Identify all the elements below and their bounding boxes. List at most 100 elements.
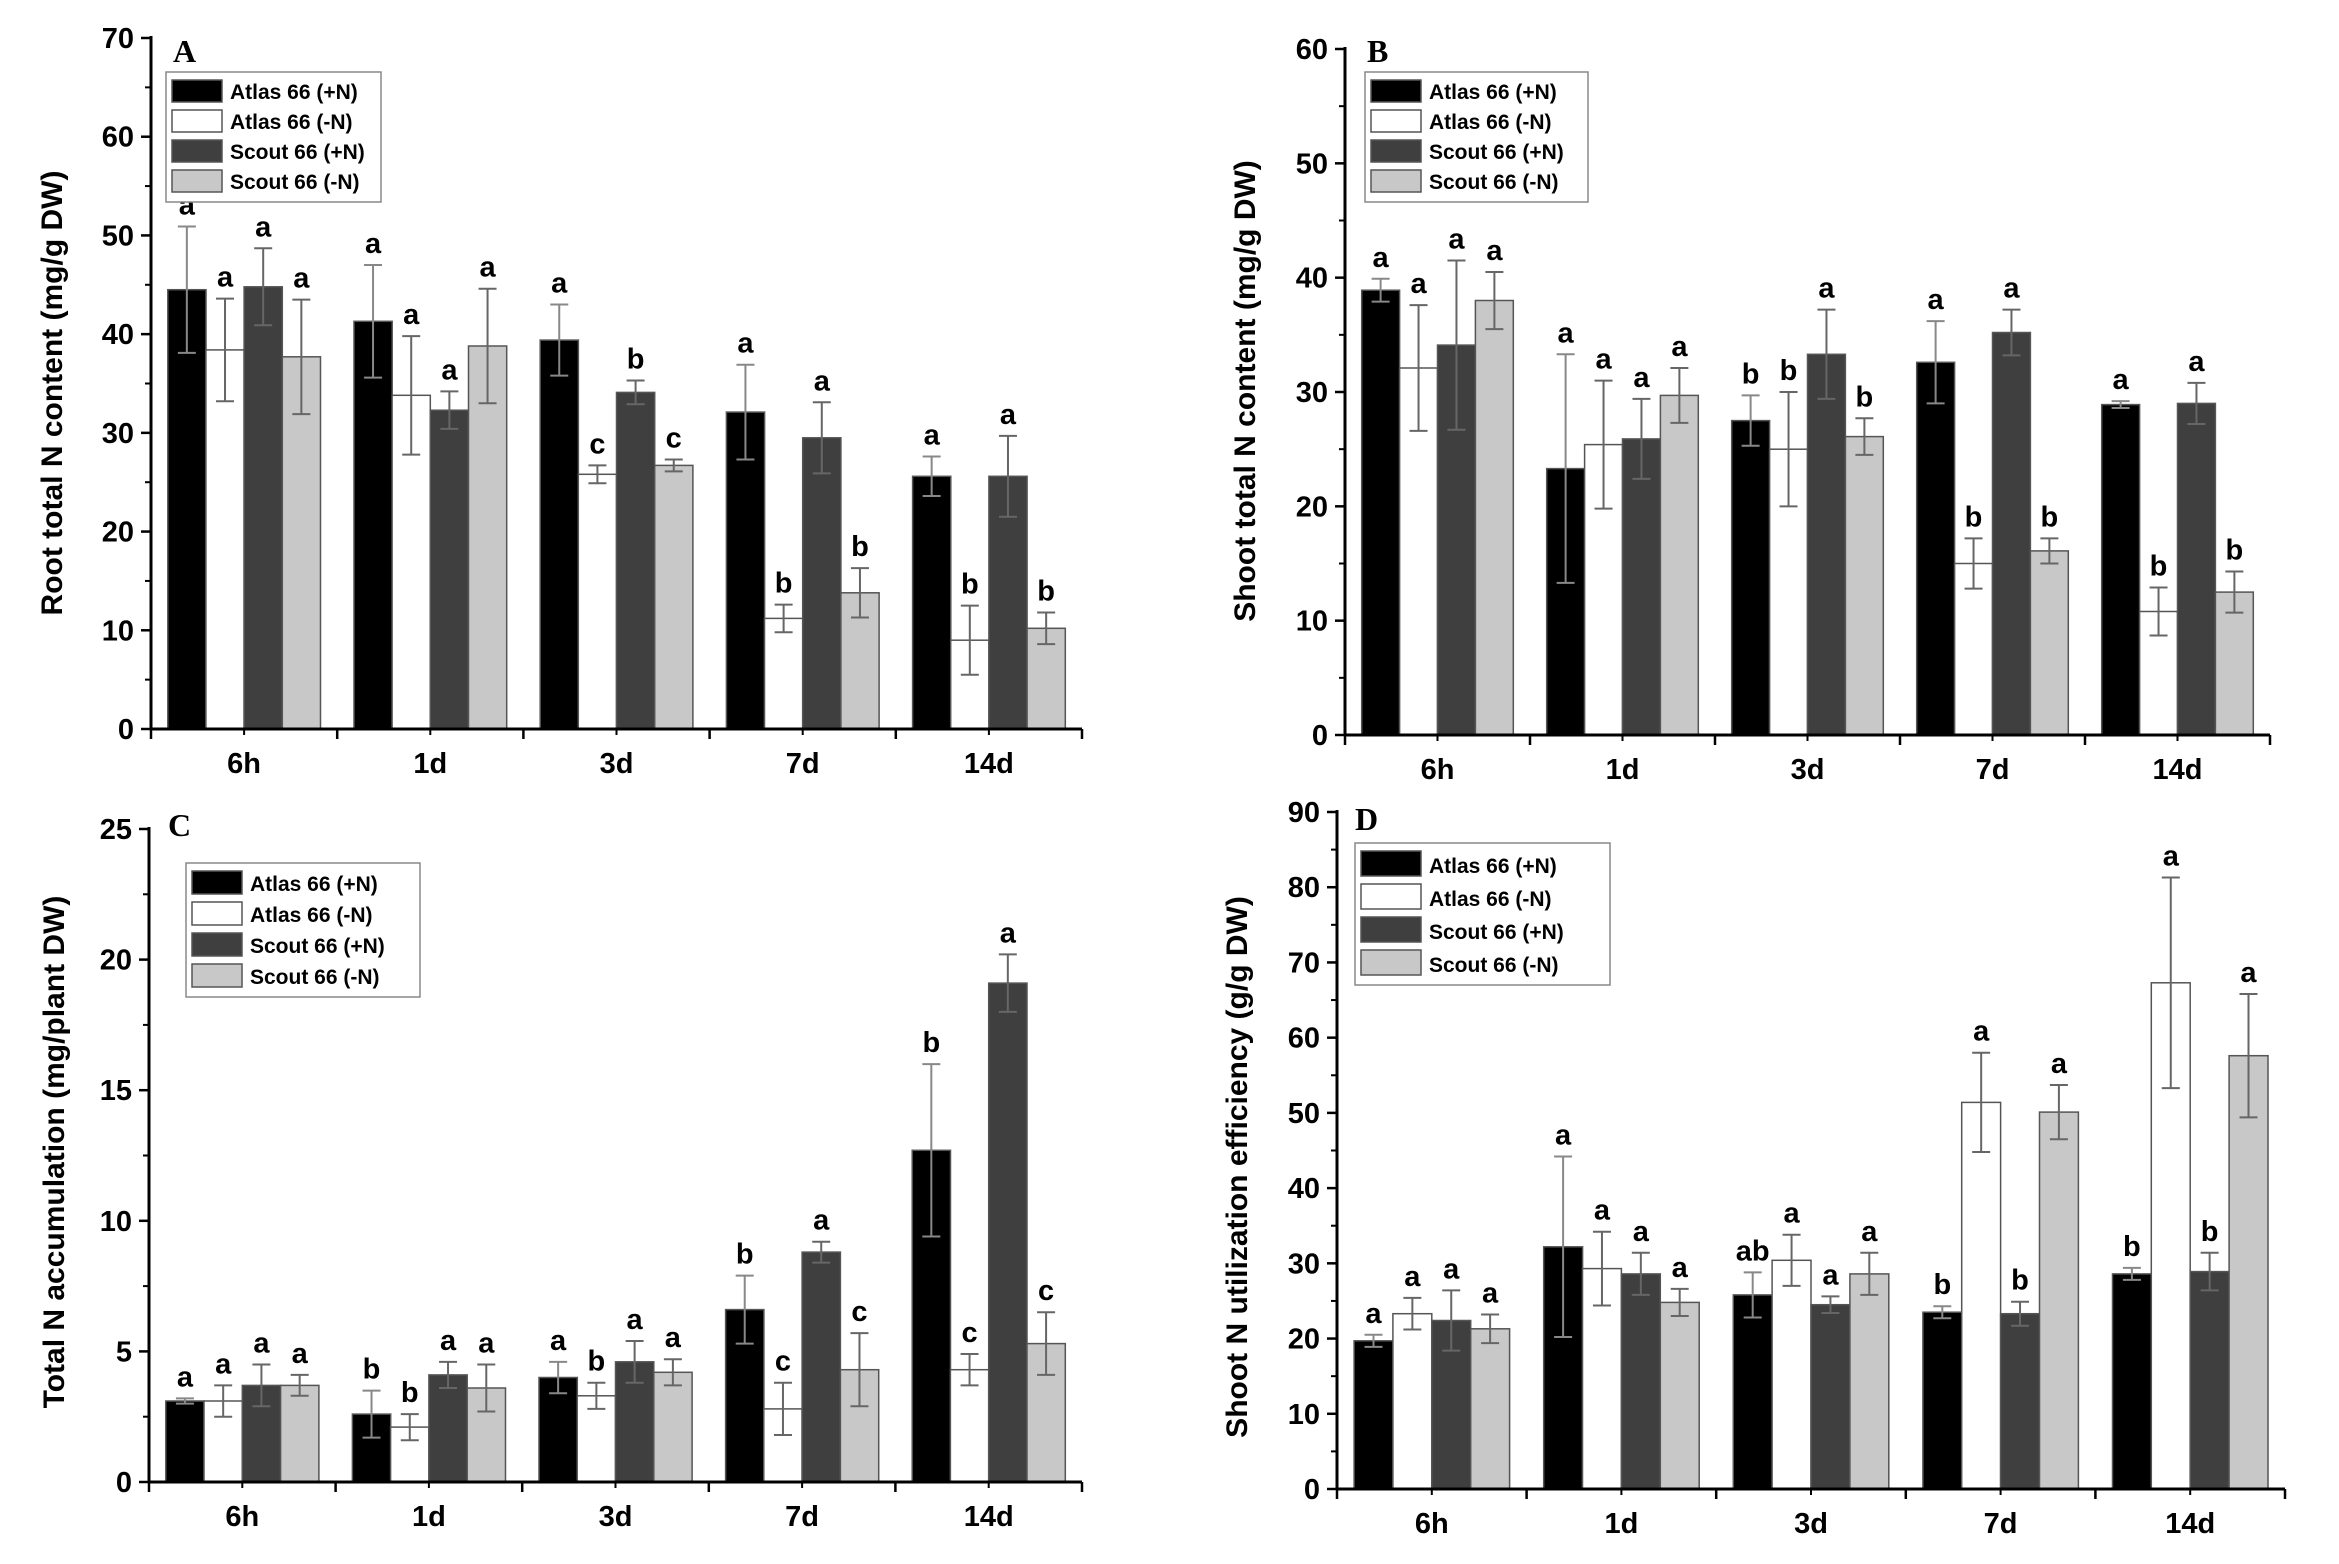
panel-d-chart: D Shoot N utilization efficiency (g/g DW… <box>1221 797 2287 1540</box>
y-tick-label: 40 <box>1288 1173 1320 1205</box>
significance-letter: a <box>255 211 272 243</box>
y-tick-label: 90 <box>1288 797 1320 829</box>
legend-swatch <box>171 139 223 163</box>
significance-letter: b <box>1933 1269 1951 1301</box>
bar-scout-66-n-7d <box>2038 1111 2080 1490</box>
y-tick-label: 50 <box>102 220 134 252</box>
x-tick-label: 14d <box>2165 1508 2215 1540</box>
significance-letter: a <box>1558 317 1575 349</box>
bar-scout-66-n-3d <box>1806 353 1847 736</box>
x-tick-label: 1d <box>1604 1508 1638 1540</box>
legend-label: Atlas 66 (-N) <box>1429 111 1552 134</box>
significance-letter: b <box>401 1377 419 1409</box>
bar-atlas-66-n-3d <box>538 1376 579 1483</box>
significance-letter: a <box>1594 1195 1611 1227</box>
significance-letter: a <box>814 365 831 397</box>
legend-swatch <box>171 109 223 133</box>
bar-scout-66-n-6h <box>281 356 322 730</box>
y-tick-label: 15 <box>100 1075 132 1107</box>
significance-letter: b <box>363 1354 381 1386</box>
bar-scout-66-n-1d <box>1659 394 1700 736</box>
bar-atlas-66-n-14d <box>2111 1273 2153 1490</box>
bar-scout-66-n-1d <box>1621 438 1662 736</box>
significance-letter: a <box>2163 840 2180 872</box>
bar-atlas-66-n-7d <box>1915 361 1956 736</box>
significance-letter: b <box>1780 355 1798 387</box>
y-tick-label: 0 <box>1304 1474 1320 1506</box>
legend-label: Atlas 66 (-N) <box>250 904 373 927</box>
y-tick-label: 10 <box>100 1206 132 1238</box>
significance-letter: a <box>177 1361 194 1393</box>
y-tick-label: 5 <box>116 1336 132 1368</box>
y-tick-label: 25 <box>100 814 132 846</box>
legend-swatch <box>191 870 243 895</box>
bar-atlas-66-n-6h <box>1353 1340 1394 1490</box>
x-tick-label: 14d <box>964 748 1014 780</box>
significance-letter: a <box>550 1325 567 1357</box>
bar-scout-66-n-6h <box>279 1384 320 1483</box>
y-tick-label: 40 <box>102 319 134 351</box>
significance-letter: b <box>851 531 869 563</box>
significance-letter: a <box>441 354 458 386</box>
bar-atlas-66-n-3d <box>1732 1294 1773 1490</box>
y-tick-label: 10 <box>102 615 134 647</box>
significance-letter: a <box>1443 1253 1460 1285</box>
panel-letter: D <box>1355 801 1378 837</box>
y-tick-label: 30 <box>1288 1248 1320 1280</box>
bar-scout-66-n-7d <box>801 1251 842 1483</box>
significance-letter: a <box>2003 273 2020 305</box>
legend-label: Scout 66 (+N) <box>250 935 385 958</box>
bar-atlas-66-n-3d <box>577 473 618 730</box>
panel-a-chart: A Root total N content (mg/g DW) aaaaaaa… <box>36 23 1084 780</box>
y-tick-label: 70 <box>102 23 134 55</box>
significance-letter: a <box>813 1205 830 1237</box>
x-tick-label: 1d <box>413 748 447 780</box>
bar-atlas-66-n-7d <box>763 617 804 730</box>
significance-letter: a <box>1000 399 1017 431</box>
significance-letter: a <box>551 268 568 300</box>
legend-label: Scout 66 (-N) <box>1429 954 1559 977</box>
bar-scout-66-n-1d <box>467 345 508 730</box>
legend-swatch <box>1370 169 1422 193</box>
bar-scout-66-n-14d <box>2176 402 2217 736</box>
x-tick-label: 6h <box>1415 1508 1449 1540</box>
legend-swatch <box>191 901 243 926</box>
x-tick-label: 6h <box>225 1501 259 1533</box>
x-tick-label: 7d <box>1976 754 2010 786</box>
legend-label: Atlas 66 (+N) <box>1429 855 1557 878</box>
significance-letter: a <box>1783 1198 1800 1230</box>
y-tick-label: 20 <box>1288 1324 1320 1356</box>
significance-letter: a <box>440 1325 457 1357</box>
significance-letter: b <box>961 569 979 601</box>
bar-atlas-66-n-6h <box>165 1400 205 1483</box>
y-tick-label: 20 <box>102 517 134 549</box>
y-axis-title: Root total N content (mg/g DW) <box>36 171 69 616</box>
significance-letter: a <box>2051 1048 2068 1080</box>
y-tick-label: 40 <box>1296 263 1328 295</box>
bar-scout-66-n-1d <box>1620 1273 1662 1490</box>
legend-label: Scout 66 (-N) <box>250 966 380 989</box>
significance-letter: a <box>293 263 310 295</box>
significance-letter: c <box>589 428 605 460</box>
bar-scout-66-n-3d <box>653 464 694 730</box>
significance-letter: b <box>2150 551 2168 583</box>
bar-atlas-66-n-3d <box>1730 419 1771 736</box>
significance-letter: a <box>1373 242 1390 274</box>
bar-scout-66-n-14d <box>2189 1270 2230 1490</box>
significance-letter: a <box>253 1327 270 1359</box>
legend-label: Scout 66 (-N) <box>1429 171 1559 194</box>
significance-letter: c <box>775 1346 791 1378</box>
significance-letter: a <box>217 262 234 294</box>
significance-letter: a <box>478 1327 495 1359</box>
significance-letter: a <box>365 228 382 260</box>
y-tick-label: 70 <box>1288 947 1320 979</box>
significance-letter: b <box>627 344 645 376</box>
legend-swatch <box>1360 949 1422 976</box>
significance-letter: a <box>1448 224 1465 256</box>
x-tick-label: 6h <box>1421 754 1455 786</box>
y-tick-label: 50 <box>1296 148 1328 180</box>
bar-scout-66-n-1d <box>1659 1301 1700 1490</box>
significance-letter: b <box>1965 501 1983 533</box>
bar-scout-66-n-1d <box>428 1374 468 1483</box>
x-tick-label: 7d <box>785 1501 819 1533</box>
